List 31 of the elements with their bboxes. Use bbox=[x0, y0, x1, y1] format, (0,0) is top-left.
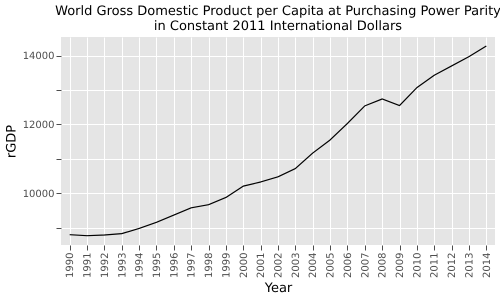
x-tick-label: 2006 bbox=[342, 252, 354, 278]
y-tick-label: 10000 bbox=[22, 188, 54, 200]
x-tick-label: 1993 bbox=[117, 252, 128, 278]
x-tick-label: 2001 bbox=[256, 252, 268, 278]
x-tick-label: 1994 bbox=[134, 252, 146, 278]
x-tick-label: 2002 bbox=[274, 252, 284, 278]
y-tick-label: 12000 bbox=[22, 120, 54, 131]
x-tick-label: 2010 bbox=[412, 252, 424, 278]
y-tick-label: 14000 bbox=[22, 51, 54, 62]
x-tick-label: 1996 bbox=[169, 252, 180, 278]
x-tick-label: 2009 bbox=[395, 252, 406, 278]
x-tick-label: 2011 bbox=[430, 252, 441, 278]
y-axis-title: rGDP bbox=[4, 124, 20, 158]
x-tick-label: 2008 bbox=[378, 252, 389, 278]
x-tick-label: 2000 bbox=[238, 252, 250, 278]
x-tick-label: 1990 bbox=[65, 252, 76, 278]
x-tick-label: 2004 bbox=[308, 252, 320, 278]
x-tick-label: 2007 bbox=[360, 252, 372, 278]
x-axis-title: Year bbox=[264, 280, 293, 296]
x-tick-label: 2013 bbox=[464, 252, 476, 278]
x-tick-label: 2014 bbox=[482, 252, 493, 278]
x-tick-label: 2005 bbox=[326, 252, 337, 278]
x-tick-label: 1997 bbox=[186, 252, 198, 278]
x-tick-label: 2012 bbox=[447, 252, 458, 278]
x-tick-label: 1995 bbox=[152, 252, 163, 278]
x-tick-label: 1999 bbox=[221, 252, 232, 278]
line-series bbox=[69, 45, 487, 236]
x-tick-label: 1992 bbox=[100, 252, 111, 278]
x-tick-label: 2003 bbox=[290, 252, 302, 278]
x-tick-label: 1998 bbox=[204, 252, 216, 278]
x-tick-label: 1991 bbox=[82, 252, 94, 278]
